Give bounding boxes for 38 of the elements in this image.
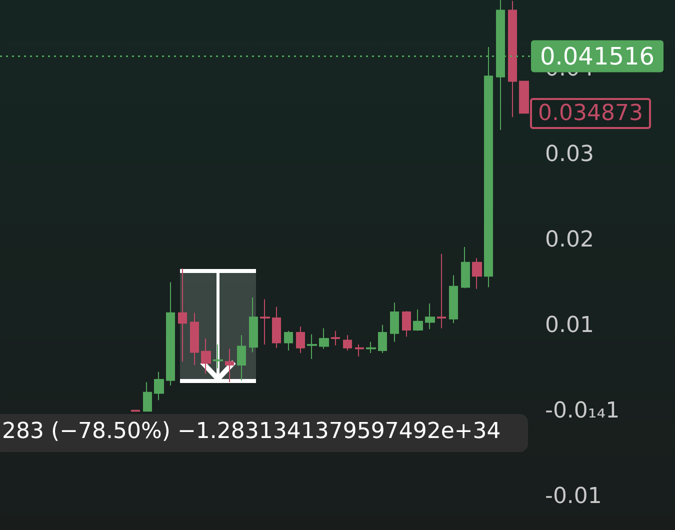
candlestick [413, 308, 423, 332]
y-tick-label: 0.01 [545, 313, 594, 338]
candlestick [508, 0, 517, 118]
candlestick [319, 328, 329, 350]
candlestick [425, 302, 435, 330]
ref-line-label: 0.041516 [540, 42, 655, 70]
candlestick [213, 344, 223, 369]
candlestick [307, 334, 317, 360]
annotation: 283 (−78.50%) −1.2831341379597492e+34 [0, 414, 528, 452]
candlestick [296, 326, 305, 354]
candlestick [272, 306, 281, 348]
candlestick [143, 382, 152, 412]
candlestick [402, 310, 411, 338]
candlestick [449, 274, 458, 324]
candlestick [178, 268, 187, 362]
candlestick [390, 302, 399, 342]
candlestick [355, 344, 364, 357]
candlestick [225, 348, 234, 383]
candlestick [343, 334, 352, 351]
y-tick-label: 0.03 [545, 142, 594, 168]
candlestick [237, 334, 246, 381]
candlestick [166, 282, 175, 386]
candlestick [249, 296, 258, 353]
candlestick [190, 312, 199, 366]
candlestick [472, 258, 482, 290]
y-tick-label: 0.02 [545, 228, 594, 253]
candlestick [154, 371, 164, 401]
y-tick-label: -0.01 [545, 484, 602, 510]
candlestick [284, 330, 293, 351]
candlestick [461, 246, 470, 289]
candlestick [378, 324, 387, 354]
text: 0.034873 [530, 98, 651, 129]
candlestick [260, 298, 270, 345]
candlestick [201, 338, 211, 374]
candlestick [366, 341, 376, 354]
candlestick [331, 330, 340, 346]
candlestick [437, 253, 446, 329]
y-tick-label: -0.0₁₄1 [545, 398, 620, 424]
